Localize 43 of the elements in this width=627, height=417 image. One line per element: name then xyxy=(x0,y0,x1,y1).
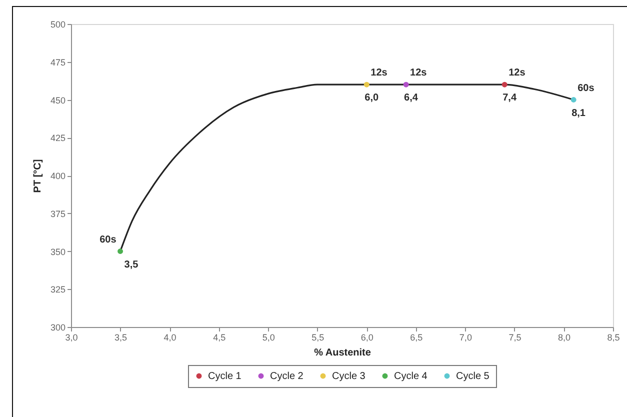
point xyxy=(502,82,508,88)
y-tick-label: 475 xyxy=(50,57,66,68)
point xyxy=(118,248,124,254)
x-tick-label: 8,5 xyxy=(607,332,620,342)
annotation: 6,4 xyxy=(404,92,418,104)
annotation: 12s xyxy=(370,68,388,79)
annotation: 12s xyxy=(410,68,428,79)
x-tick-label: 6,0 xyxy=(360,332,374,342)
x-tick-label: 4,0 xyxy=(164,332,176,342)
y-axis-title: PT [°C] xyxy=(32,159,44,193)
x-tick-label: 7,0 xyxy=(459,332,472,342)
y-tick-label: 300 xyxy=(50,322,66,332)
annotation: 6,0 xyxy=(364,92,379,104)
x-tick-label: 6,5 xyxy=(410,332,423,342)
y-tick-label: 500 xyxy=(50,20,66,30)
x-tick-label: 5,5 xyxy=(312,332,324,342)
y-tick-label: 400 xyxy=(50,171,66,181)
legend-label: Cycle 2 xyxy=(270,371,304,382)
point xyxy=(364,82,370,88)
legend-label: Cycle 1 xyxy=(208,371,242,382)
point xyxy=(403,82,409,88)
y-tick-label: 375 xyxy=(50,208,66,219)
y-tick-label: 325 xyxy=(50,284,66,295)
y-tick-label: 450 xyxy=(50,95,66,106)
legend-label: Cycle 4 xyxy=(394,371,428,382)
legend-label: Cycle 5 xyxy=(456,371,490,382)
x-axis-title: % Austenite xyxy=(314,348,372,358)
annotation: 8,1 xyxy=(572,108,586,119)
annotation: 60s xyxy=(100,234,117,246)
annotation: 7,4 xyxy=(502,92,517,104)
x-tick-label: 8,0 xyxy=(558,332,570,342)
legend-label: Cycle 3 xyxy=(332,371,366,382)
x-tick-label: 3,0 xyxy=(65,332,78,342)
annotation: 60s xyxy=(578,82,595,94)
annotation: 3,5 xyxy=(124,259,139,270)
y-tick-label: 425 xyxy=(50,133,66,144)
x-tick-label: 4,5 xyxy=(213,332,226,342)
x-tick-label: 5,0 xyxy=(262,332,275,342)
x-tick-label: 7,5 xyxy=(508,332,522,342)
annotation: 12s xyxy=(508,68,526,79)
point xyxy=(570,97,576,102)
y-tick-label: 350 xyxy=(50,246,66,257)
x-tick-label: 3,5 xyxy=(114,332,128,342)
